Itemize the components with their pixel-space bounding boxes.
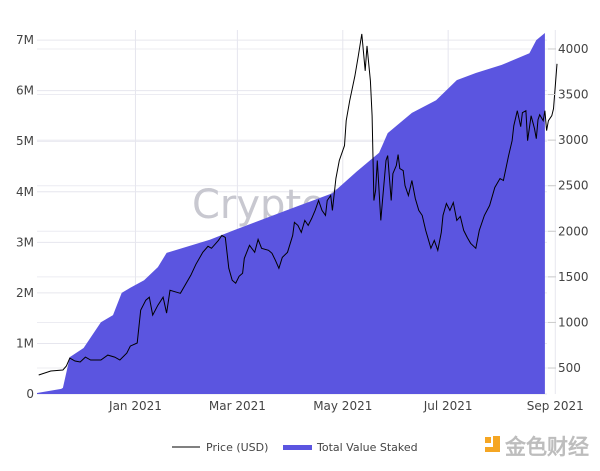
right-tick-label: 1500 — [558, 270, 589, 284]
x-tick-label: Mar 2021 — [209, 399, 266, 413]
right-tick-label: 1000 — [558, 315, 589, 329]
total-value-staked-area — [37, 33, 545, 394]
right-axis: 500 1000 1500 2000 2500 3000 3500 4000 — [548, 42, 589, 375]
legend[interactable]: Price (USD) Total Value Staked — [172, 441, 418, 454]
left-tick-label: 7M — [16, 33, 34, 47]
x-axis: Jan 2021 Mar 2021 May 2021 Jul 2021 Sep 2021 — [108, 399, 584, 413]
x-tick-label: May 2021 — [313, 399, 372, 413]
left-tick-label: 6M — [16, 84, 34, 98]
legend-staked-label[interactable]: Total Value Staked — [316, 441, 418, 454]
left-tick-label: 5M — [16, 134, 34, 148]
logo-icon-bracket — [485, 436, 500, 452]
right-tick-label: 500 — [558, 361, 581, 375]
price-line — [38, 33, 558, 376]
right-tick-label: 4000 — [558, 42, 589, 56]
legend-staked-swatch — [283, 445, 312, 450]
x-tick-label: Jan 2021 — [108, 399, 162, 413]
logo-text: 金色财经 — [504, 435, 589, 459]
left-tick-label: 2M — [16, 286, 34, 300]
left-axis: 0 1M 2M 3M 4M 5M 6M 7M — [16, 33, 34, 401]
legend-price-label[interactable]: Price (USD) — [206, 441, 268, 454]
jinse-logo: 金色财经 — [485, 435, 589, 459]
right-tick-label: 2000 — [558, 224, 589, 238]
left-tick-label: 1M — [16, 336, 34, 350]
right-tick-label: 2500 — [558, 179, 589, 193]
right-tick-label: 3000 — [558, 133, 589, 147]
x-tick-label: Jul 2021 — [423, 399, 473, 413]
right-tick-label: 3500 — [558, 88, 589, 102]
left-tick-label: 4M — [16, 185, 34, 199]
logo-icon-square — [485, 437, 491, 443]
left-tick-label: 0 — [26, 387, 34, 401]
x-tick-label: Sep 2021 — [527, 399, 584, 413]
left-tick-label: 3M — [16, 235, 34, 249]
